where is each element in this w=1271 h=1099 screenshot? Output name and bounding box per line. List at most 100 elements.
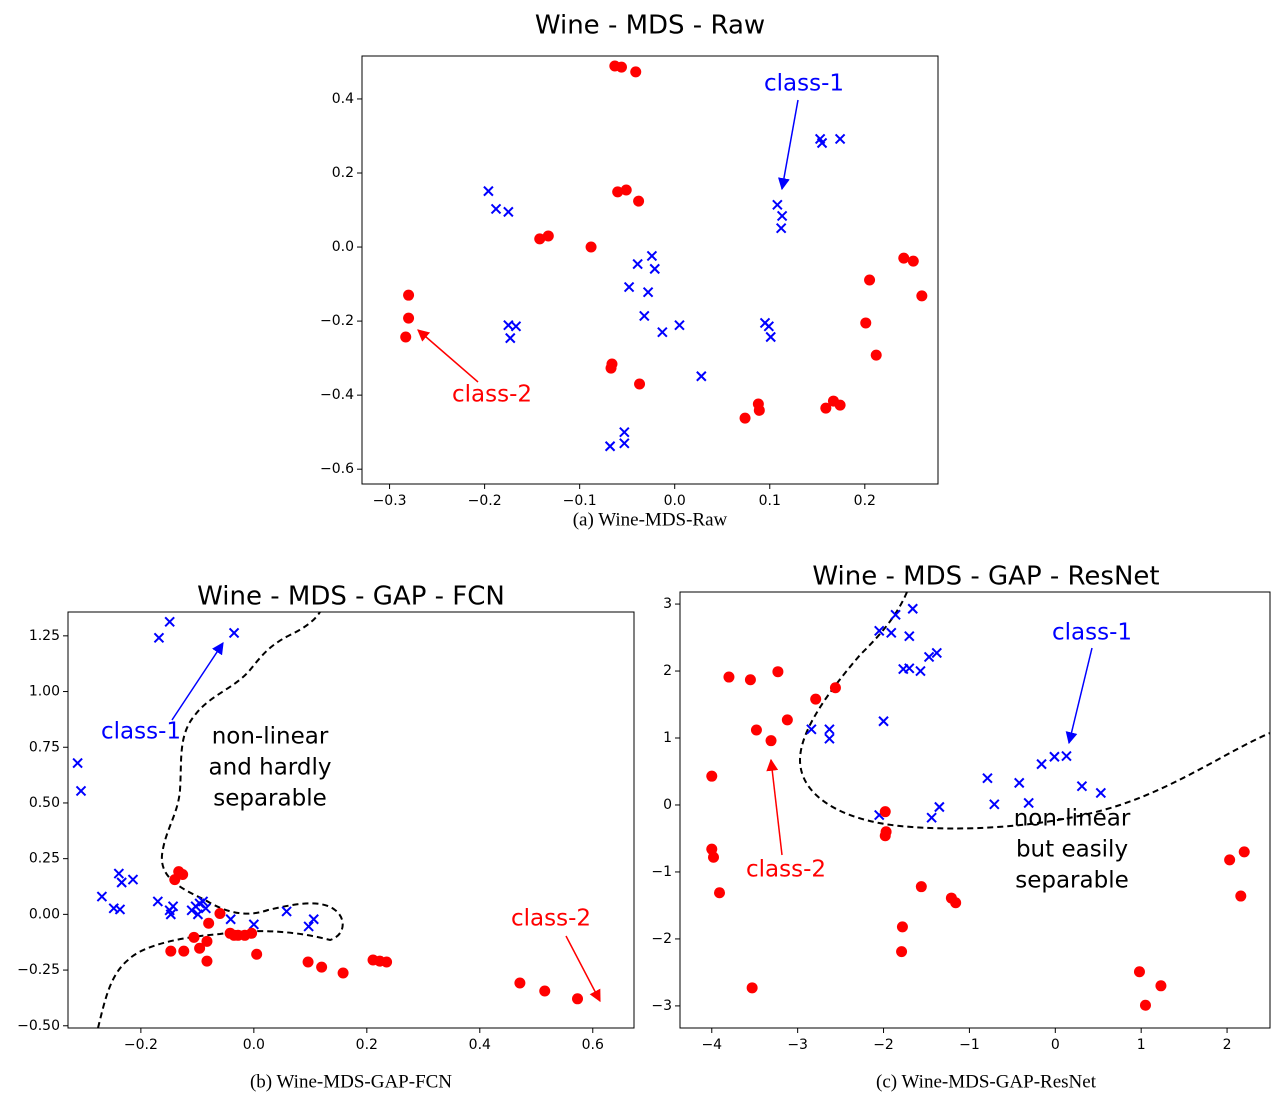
point: [904, 630, 915, 642]
point: [915, 665, 926, 677]
point: [381, 956, 393, 968]
annotation: class-2: [452, 382, 532, 408]
caption: (c) Wine-MDS-GAP-ResNet: [876, 1071, 1097, 1092]
point: [194, 942, 206, 954]
decision-boundary: [798, 591, 1271, 830]
point: [646, 250, 658, 262]
point: [904, 663, 915, 674]
y-tick-label: 0.25: [29, 851, 60, 867]
point: [505, 332, 516, 344]
x-tick-label: −3: [787, 1037, 808, 1053]
point: [169, 874, 181, 886]
point: [649, 263, 660, 275]
point: [634, 378, 646, 390]
y-tick-label: −0.4: [320, 387, 354, 403]
annotation-arrow: [778, 99, 799, 191]
point: [824, 724, 835, 735]
point: [632, 258, 643, 270]
annotation-arrow: [565, 935, 601, 1003]
point: [403, 289, 415, 301]
x-tick-label: 2: [1223, 1037, 1232, 1053]
point: [763, 321, 775, 332]
point: [707, 851, 719, 863]
y-tick-label: 0.00: [29, 906, 60, 922]
annotation: non-linear: [212, 724, 329, 750]
point: [177, 868, 189, 880]
point: [907, 603, 918, 614]
point: [878, 716, 889, 727]
point: [615, 61, 627, 73]
point: [248, 919, 260, 930]
point: [192, 909, 204, 920]
point: [639, 310, 650, 322]
point: [201, 955, 213, 967]
y-tick-label: 0.4: [332, 91, 354, 107]
point: [829, 682, 841, 694]
point: [750, 724, 762, 736]
point: [514, 977, 526, 989]
x-tick-label: 0.2: [356, 1037, 378, 1053]
x-tick-label: −2: [873, 1037, 894, 1053]
point: [605, 362, 617, 374]
point: [201, 935, 213, 947]
point: [898, 252, 910, 264]
point: [542, 230, 554, 242]
x-tick-label: 1: [1137, 1037, 1146, 1053]
annotation-arrow: [766, 758, 783, 856]
annotation: separable: [1015, 868, 1129, 894]
point: [225, 914, 236, 925]
point: [1036, 758, 1047, 770]
x-tick-label: 0: [1051, 1037, 1060, 1053]
point: [890, 609, 901, 620]
y-tick-label: −0.6: [320, 461, 354, 477]
x-tick-label: −0.1: [563, 493, 597, 509]
annotation: but easily: [1016, 837, 1128, 863]
point: [203, 917, 215, 929]
point: [810, 693, 822, 705]
point: [1238, 846, 1250, 858]
point: [403, 312, 415, 324]
point: [534, 233, 546, 245]
chart-title: Wine - MDS - GAP - FCN: [197, 582, 505, 612]
point: [1139, 999, 1151, 1011]
point: [864, 274, 876, 286]
point: [879, 806, 891, 818]
point: [1224, 854, 1236, 866]
annotation: and hardly: [209, 755, 332, 781]
x-tick-label: 0.1: [759, 493, 781, 509]
plot-frame: [67, 611, 635, 1029]
point: [165, 945, 177, 957]
point: [781, 714, 793, 726]
y-tick-label: 0: [663, 797, 672, 813]
point: [739, 412, 751, 424]
point: [483, 185, 494, 197]
point: [114, 904, 126, 915]
point: [623, 281, 635, 293]
point: [916, 290, 928, 302]
point: [874, 625, 885, 637]
point: [1049, 751, 1060, 762]
point: [1133, 966, 1145, 978]
point: [251, 948, 263, 960]
point: [194, 898, 205, 909]
point: [303, 921, 314, 932]
point: [642, 287, 654, 298]
point: [696, 371, 707, 382]
point: [1235, 890, 1247, 902]
point: [834, 399, 846, 411]
point: [246, 927, 258, 939]
point: [228, 627, 240, 639]
point: [915, 881, 927, 893]
point: [127, 874, 139, 885]
point: [72, 757, 83, 769]
point: [604, 441, 616, 452]
point: [152, 896, 164, 907]
point: [806, 724, 817, 735]
point: [490, 203, 502, 215]
point: [765, 735, 777, 747]
point: [824, 733, 835, 744]
point: [612, 186, 624, 198]
annotation: non-linear: [1014, 806, 1131, 832]
point: [539, 985, 551, 997]
chart-title: Wine - MDS - GAP - ResNet: [812, 562, 1159, 592]
